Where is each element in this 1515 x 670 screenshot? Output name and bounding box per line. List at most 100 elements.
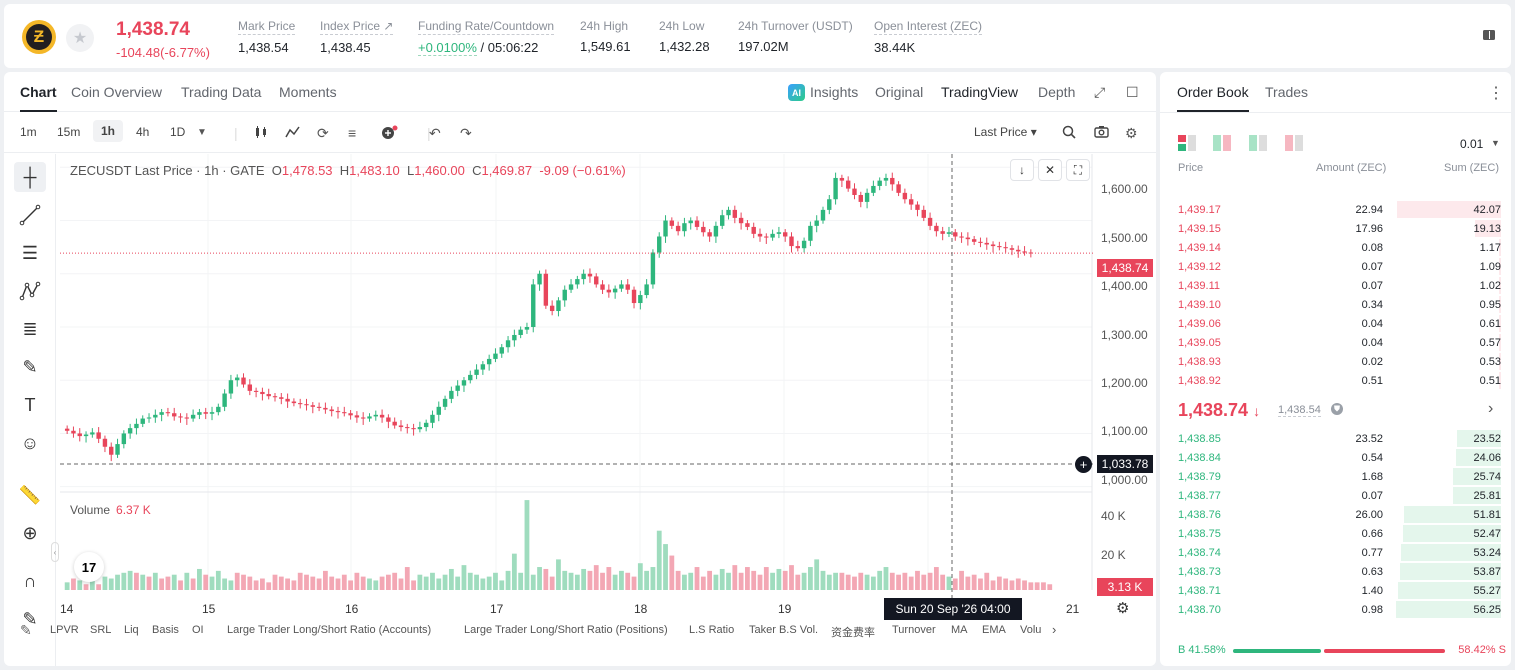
bid-row[interactable]: 1,438.85 23.52 23.52: [1160, 429, 1511, 448]
guide-book-icon[interactable]: [1482, 28, 1500, 46]
view-original[interactable]: Original: [875, 84, 924, 100]
candle-body: [776, 232, 782, 234]
timeframe-1m[interactable]: 1m: [20, 125, 37, 139]
timeframe-1h[interactable]: 1h: [93, 120, 124, 142]
ask-row[interactable]: 1,439.10 0.34 0.95: [1160, 295, 1511, 314]
bid-row[interactable]: 1,438.74 0.77 53.24: [1160, 543, 1511, 562]
tab-order-book[interactable]: Order Book: [1177, 84, 1249, 112]
add-alert-plus-icon[interactable]: +: [1075, 456, 1092, 473]
view-both-icon[interactable]: [1178, 135, 1196, 154]
camera-icon[interactable]: [1094, 125, 1109, 141]
ask-row[interactable]: 1,439.11 0.07 1.02: [1160, 276, 1511, 295]
ask-row[interactable]: 1,439.17 22.94 42.07: [1160, 200, 1511, 219]
price-chart[interactable]: [4, 72, 1156, 666]
emoji-icon[interactable]: ☺: [20, 432, 40, 453]
bid-row[interactable]: 1,438.77 0.07 25.81: [1160, 486, 1511, 505]
tab-moments[interactable]: Moments: [279, 84, 337, 100]
price-type-select[interactable]: Last Price ▾: [974, 125, 1037, 139]
volume-bar: [713, 574, 719, 590]
axis-settings-icon[interactable]: ⚙: [1116, 600, 1130, 617]
pattern-icon[interactable]: [14, 276, 46, 306]
indicator-srl[interactable]: SRL: [90, 624, 112, 636]
indicator-ma[interactable]: MA: [951, 624, 968, 636]
ask-amount: 17.96: [1355, 223, 1383, 235]
parallel-channel-icon[interactable]: ☰: [21, 242, 39, 263]
view-tradingview[interactable]: TradingView: [941, 84, 1019, 100]
indicator-taker-bs-vol[interactable]: Taker B.S Vol.: [749, 624, 819, 636]
window-icon[interactable]: ☐: [1126, 84, 1139, 100]
indicator-large-trader-accounts[interactable]: Large Trader Long/Short Ratio (Accounts): [227, 624, 432, 636]
magnet-icon[interactable]: ∩: [23, 570, 37, 591]
pencil-icon[interactable]: ✎: [20, 622, 32, 638]
timeframe-dropdown-icon[interactable]: ▼: [197, 127, 207, 138]
ask-row[interactable]: 1,439.12 0.07 1.09: [1160, 257, 1511, 276]
view-asks-icon[interactable]: [1285, 135, 1303, 154]
indicator-ls-ratio[interactable]: L.S Ratio: [689, 624, 735, 636]
indicator-ema[interactable]: EMA: [982, 624, 1006, 636]
timeframe-15m[interactable]: 15m: [57, 125, 81, 139]
view-bids-asks-icon[interactable]: [1213, 135, 1231, 154]
collapse-toolbar-icon[interactable]: ‹: [51, 542, 59, 562]
ask-row[interactable]: 1,439.06 0.04 0.61: [1160, 314, 1511, 333]
maximize-chart-icon[interactable]: ⛶: [1066, 159, 1090, 181]
scroll-down-icon[interactable]: ↓: [1010, 159, 1034, 181]
tab-chart[interactable]: Chart: [20, 84, 57, 112]
tab-coin-overview[interactable]: Coin Overview: [71, 84, 163, 100]
fibonacci-icon[interactable]: ≣: [22, 318, 38, 339]
precision-select[interactable]: 0.01: [1460, 137, 1484, 151]
indicators-icon[interactable]: [285, 125, 300, 142]
chevron-right-icon[interactable]: ›: [1052, 622, 1057, 637]
trendline-icon[interactable]: [14, 200, 46, 230]
bid-row[interactable]: 1,438.76 26.00 51.81: [1160, 505, 1511, 524]
search-icon[interactable]: [1062, 125, 1076, 142]
indicator-large-trader-positions[interactable]: Large Trader Long/Short Ratio (Positions…: [464, 624, 668, 636]
indicator-volume[interactable]: Volu: [1020, 624, 1042, 636]
ask-row[interactable]: 1,438.92 0.51 0.51: [1160, 371, 1511, 390]
settings-gear-icon[interactable]: ⚙: [1125, 125, 1138, 141]
view-bids-icon[interactable]: [1249, 135, 1267, 154]
text-tool-icon[interactable]: T: [24, 394, 36, 415]
indicator-basis[interactable]: Basis: [152, 624, 179, 636]
tab-trades[interactable]: Trades: [1265, 84, 1309, 100]
indicator-oi[interactable]: OI: [192, 624, 204, 636]
favorite-star-icon[interactable]: ★: [66, 24, 94, 52]
bid-row[interactable]: 1,438.79 1.68 25.74: [1160, 467, 1511, 486]
bid-row[interactable]: 1,438.75 0.66 52.47: [1160, 524, 1511, 543]
bid-row[interactable]: 1,438.73 0.63 53.87: [1160, 562, 1511, 581]
replay-icon[interactable]: ⟳: [317, 125, 329, 141]
timeframe-4h[interactable]: 4h: [136, 125, 150, 139]
lock-drawing-icon[interactable]: ✎: [22, 608, 38, 629]
bid-row[interactable]: 1,438.71 1.40 55.27: [1160, 581, 1511, 600]
indicator-funding-rate[interactable]: 资金费率: [831, 627, 875, 639]
add-indicator-icon[interactable]: [380, 125, 398, 144]
expand-icon[interactable]: ⤢: [1094, 84, 1106, 100]
ask-row[interactable]: 1,439.05 0.04 0.57: [1160, 333, 1511, 352]
undo-icon[interactable]: ↶: [429, 125, 441, 141]
bid-row[interactable]: 1,438.84 0.54 24.06: [1160, 448, 1511, 467]
brush-icon[interactable]: ✎: [22, 356, 38, 377]
zoom-in-icon[interactable]: ⊕: [22, 522, 38, 543]
chevron-right-icon[interactable]: ›: [1488, 400, 1494, 417]
close-x-icon[interactable]: ✕: [1038, 159, 1062, 181]
view-depth[interactable]: Depth: [1038, 84, 1076, 100]
bid-row[interactable]: 1,438.70 0.98 56.25: [1160, 600, 1511, 619]
stat-funding-rate: Funding Rate/Countdown +0.0100% / 05:06:…: [418, 19, 555, 56]
ruler-icon[interactable]: 📏: [18, 484, 42, 505]
indicator-lpvr[interactable]: LPVR: [50, 624, 79, 636]
crosshair-icon[interactable]: ┼: [14, 162, 46, 192]
stat-index-price[interactable]: Index Price ↗ 1,438.45: [320, 19, 394, 55]
candle-type-icon[interactable]: [254, 125, 268, 142]
timeframe-1d[interactable]: 1D: [170, 125, 186, 139]
redo-icon[interactable]: ↷: [460, 125, 472, 141]
indicator-liq[interactable]: Liq: [124, 624, 139, 636]
volume-bar: [190, 578, 196, 590]
ask-row[interactable]: 1,439.15 17.96 19.13: [1160, 219, 1511, 238]
insights-button[interactable]: Insights: [810, 84, 859, 100]
ask-row[interactable]: 1,439.14 0.08 1.17: [1160, 238, 1511, 257]
indicator-turnover[interactable]: Turnover: [892, 624, 936, 636]
templates-icon[interactable]: ≡: [348, 125, 357, 141]
ask-row[interactable]: 1,438.93 0.02 0.53: [1160, 352, 1511, 371]
chevron-down-icon[interactable]: ▼: [1491, 138, 1500, 148]
more-menu-icon[interactable]: ⋮: [1488, 85, 1504, 102]
tab-trading-data[interactable]: Trading Data: [181, 84, 262, 100]
